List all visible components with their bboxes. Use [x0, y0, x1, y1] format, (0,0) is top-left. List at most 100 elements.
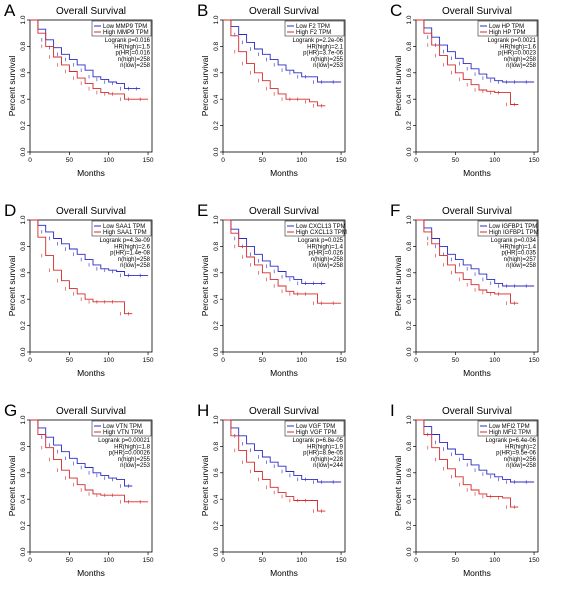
- stat-line: n(low)=258: [120, 63, 151, 69]
- survival-curve-high: [30, 19, 149, 100]
- x-axis-label: Months: [463, 168, 491, 178]
- panel-c: C Overall Survival 0.0 0.2 0.4 0.6 0.8 1.0 0 50 10…: [390, 1, 540, 178]
- y-tick-label: 0.0: [213, 547, 220, 556]
- legend-box: [284, 220, 345, 237]
- panel-letter: F: [390, 201, 400, 220]
- panel-title: Overall Survival: [249, 206, 319, 217]
- x-tick-label: 150: [336, 357, 347, 364]
- x-tick-label: 100: [103, 157, 114, 164]
- y-tick-label: 1.0: [406, 15, 413, 24]
- y-tick-label: 0.0: [20, 547, 27, 556]
- y-axis-label: Percent survival: [393, 256, 403, 317]
- y-tick-label: 0.0: [213, 147, 220, 156]
- stat-line: Logrank p=0.025: [298, 238, 344, 244]
- panel-letter: G: [4, 401, 17, 420]
- y-tick-label: 0.6: [406, 468, 413, 477]
- stat-line: Logrank p=0.034: [491, 238, 537, 244]
- stat-line: n(high)=258: [118, 57, 151, 63]
- stat-line: n(high)=257: [504, 257, 537, 263]
- y-tick-label: 0.8: [406, 442, 413, 451]
- stat-line: HR(high)=1.6: [500, 44, 537, 50]
- legend-box: [91, 220, 152, 237]
- survival-curve-low: [30, 419, 133, 487]
- legend-entry: High IGFBP1 TPM: [489, 230, 539, 236]
- stat-line: n(low)=258: [120, 263, 151, 269]
- x-tick-label: 0: [221, 557, 225, 564]
- stat-line: n(high)=258: [311, 257, 344, 263]
- y-axis-label: Percent survival: [393, 456, 403, 517]
- x-tick-label: 50: [66, 557, 74, 564]
- stat-line: HR(high)=1.5: [114, 44, 151, 50]
- panel-title: Overall Survival: [56, 406, 126, 417]
- x-axis-label: Months: [463, 568, 491, 578]
- stat-line: Logrank p=6.8e-05: [292, 438, 343, 444]
- panel-title: Overall Survival: [442, 406, 512, 417]
- legend-entry: Low SAA1 TPM: [103, 224, 145, 230]
- legend-entry: High CXCL13 TPM: [296, 230, 347, 236]
- y-axis-label: Percent survival: [200, 56, 210, 117]
- panel-letter: D: [4, 201, 16, 220]
- x-axis-label: Months: [77, 568, 105, 578]
- y-tick-label: 0.8: [20, 242, 27, 251]
- legend-entry: Low VTN TPM: [103, 424, 142, 430]
- y-tick-label: 0.0: [406, 147, 413, 156]
- y-tick-label: 0.2: [20, 321, 27, 330]
- stat-line: Logrank p=0.016: [105, 38, 151, 44]
- stat-line: n(low)=244: [313, 463, 344, 469]
- y-tick-label: 0.4: [20, 294, 27, 303]
- y-tick-label: 0.8: [406, 242, 413, 251]
- stat-line: HR(high)=1.9: [307, 444, 344, 450]
- stat-line: n(low)=258: [506, 63, 537, 69]
- survival-curve-high: [416, 219, 519, 304]
- survival-curve-low: [30, 219, 149, 276]
- y-tick-label: 1.0: [213, 15, 220, 24]
- y-tick-label: 0.4: [406, 94, 413, 103]
- x-tick-label: 0: [414, 157, 418, 164]
- y-tick-label: 0.2: [213, 321, 220, 330]
- panel-title: Overall Survival: [56, 206, 126, 217]
- stat-line: HR(high)=1.4: [307, 244, 344, 250]
- legend-entry: Low F2 TPM: [296, 24, 330, 30]
- y-axis-label: Percent survival: [393, 56, 403, 117]
- panel-i: I Overall Survival 0.0 0.2 0.4 0.6 0.8 1.0 0 50 10…: [390, 401, 540, 578]
- stat-line: n(low)=258: [506, 263, 537, 269]
- y-tick-label: 0.2: [20, 121, 27, 130]
- y-tick-label: 0.6: [20, 468, 27, 477]
- stat-line: p(HR)=0.016: [115, 51, 150, 57]
- x-tick-label: 50: [452, 557, 460, 564]
- legend-box: [284, 20, 345, 37]
- x-tick-label: 50: [66, 357, 74, 364]
- y-tick-label: 0.4: [20, 94, 27, 103]
- panel-d: D Overall Survival 0.0 0.2 0.4 0.6 0.8 1.0 0 50 10…: [4, 201, 154, 378]
- x-tick-label: 100: [489, 557, 500, 564]
- x-tick-label: 100: [296, 157, 307, 164]
- plot-frame: [29, 219, 153, 353]
- stat-line: Logrank p=4.3e-09: [99, 238, 150, 244]
- y-tick-label: 0.2: [406, 121, 413, 130]
- y-tick-label: 0.6: [20, 68, 27, 77]
- stat-line: n(high)=258: [118, 257, 151, 263]
- legend-entry: Low MFI2 TPM: [489, 424, 530, 430]
- x-tick-label: 150: [143, 557, 154, 564]
- panel-title: Overall Survival: [442, 206, 512, 217]
- legend-entry: High HP TPM: [489, 30, 525, 36]
- stat-line: Logrank p=6.4e-06: [485, 438, 536, 444]
- survival-curve-high: [30, 219, 133, 315]
- x-tick-label: 0: [221, 357, 225, 364]
- survival-curve-low: [30, 19, 141, 90]
- plot-frame: [222, 219, 346, 353]
- y-tick-label: 1.0: [20, 215, 27, 224]
- stat-line: HR(high)=1.8: [114, 444, 151, 450]
- y-axis-label: Percent survival: [7, 56, 17, 117]
- y-tick-label: 1.0: [20, 15, 27, 24]
- x-tick-label: 150: [529, 357, 540, 364]
- panel-h: H Overall Survival 0.0 0.2 0.4 0.6 0.8 1.0 0 50 10…: [197, 401, 347, 578]
- stat-line: n(low)=253: [313, 63, 344, 69]
- y-tick-label: 0.8: [213, 42, 220, 51]
- x-tick-label: 100: [489, 157, 500, 164]
- stat-line: p(HR)=9.5e-06: [496, 451, 537, 457]
- panel-letter: E: [197, 201, 208, 220]
- x-axis-label: Months: [270, 568, 298, 578]
- x-tick-label: 50: [452, 157, 460, 164]
